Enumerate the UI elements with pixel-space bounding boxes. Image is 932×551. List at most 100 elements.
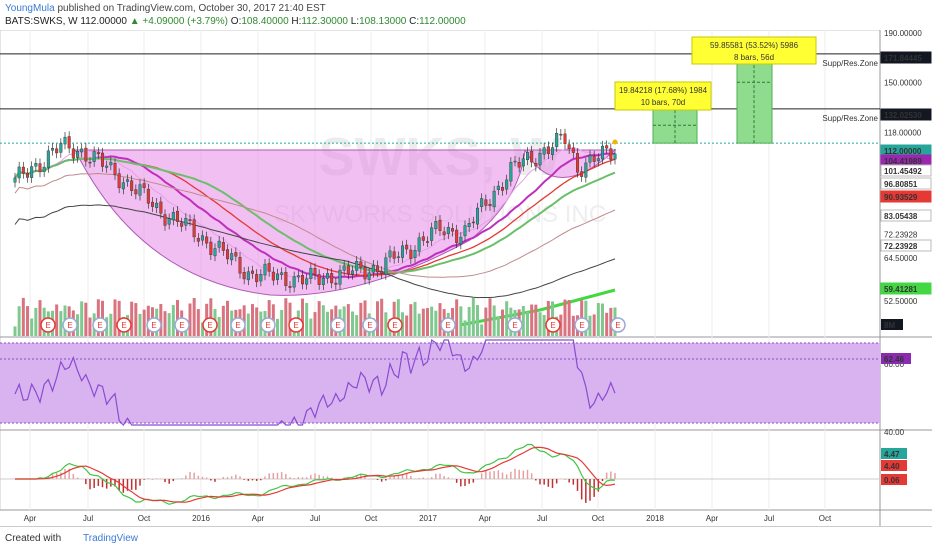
earnings-marker[interactable]: E [92,317,108,333]
created-with-label: Created with [5,533,62,544]
volume-bar [571,315,575,336]
volume-bar [355,315,359,336]
tradingview-brand[interactable]: TradingView [83,533,139,544]
measure-label: 59.85581 (53.52%) 5986 [710,41,799,50]
volume-bar [359,302,363,336]
earnings-marker[interactable]: E [440,317,456,333]
earnings-marker-letter: E [151,321,156,330]
candle-body [138,184,142,196]
candle-body [609,148,613,160]
volume-bar [55,304,59,336]
candle-body [21,166,25,174]
rsi-label-box [881,353,911,364]
volume-bar [530,304,534,336]
candle-body [301,275,305,285]
candle-body [100,152,104,167]
low-label: L: [350,16,360,27]
volume-bar [426,308,429,336]
earnings-marker-circle [116,317,132,333]
price-tick-label: 52.50000 [884,297,918,306]
candle-body [130,180,134,191]
volume-bar [117,300,121,336]
candle-body [242,272,246,280]
earnings-marker[interactable]: E [116,317,132,333]
rsi-tick-label: 60.00 [884,360,905,369]
earnings-marker[interactable]: E [362,317,378,333]
candle-body [530,150,534,163]
candle-body [351,270,355,275]
earnings-marker-circle [330,317,346,333]
earnings-marker[interactable]: E [288,317,304,333]
candle-body [171,212,175,221]
candle-body [367,272,371,280]
earnings-marker[interactable]: E [260,317,276,333]
candle-body [221,241,225,251]
volume-bar [251,304,254,336]
long-ma-line [459,288,616,327]
volume-bar [196,309,200,336]
open-label: O: [230,16,242,27]
volume-bar [59,311,63,336]
volume-bar [21,297,25,336]
price-label: 96.80851 [884,180,918,189]
volume-bar [171,305,175,336]
volume-bar [305,302,309,336]
candle-body [413,250,417,258]
price-label: 72.23928 [884,242,918,251]
chart-svg[interactable]: Apr Jul Oct 2016 Apr Jul Oct 2017 Apr Jul Oct 2018 A… [0,30,932,526]
author-link[interactable]: YoungMula [5,3,55,14]
volume-bar [351,311,354,336]
earnings-marker[interactable]: E [545,317,561,333]
x-tick-label: 2018 [646,514,664,523]
candle-body [430,227,434,241]
earnings-marker[interactable]: E [330,317,346,333]
candle-body [38,163,42,173]
earnings-marker-circle [387,317,403,333]
candle-body [121,182,125,190]
volume-bar [192,298,196,336]
volume-bar [567,300,571,336]
signal-dot [612,139,618,145]
earnings-marker[interactable]: E [610,317,626,333]
price-label-box [880,209,932,222]
volume-bar [521,305,525,336]
volume-bar [501,309,504,336]
candle-body [238,256,242,274]
candle-body [605,145,609,149]
earnings-marker[interactable]: E [230,317,246,333]
candle-body [476,207,480,225]
candle-body [13,177,17,183]
candle-body [105,165,109,168]
earnings-marker[interactable]: E [387,317,403,333]
earnings-marker[interactable]: E [202,317,218,333]
earnings-marker[interactable]: E [574,317,590,333]
earnings-marker[interactable]: E [40,317,56,333]
earnings-marker[interactable]: E [507,317,523,333]
volume-bar [88,317,92,336]
candle-body [46,150,50,168]
volume-bar [455,299,459,336]
macd-label-box [881,474,907,485]
candle-body [292,276,296,288]
volume-bar [34,307,38,336]
open-value: 108.40000 [241,16,289,27]
x-tick-label: Apr [252,514,265,523]
candle-body [555,133,559,147]
earnings-marker-circle [202,317,218,333]
candle-body [200,235,204,241]
volume-bar [559,314,563,336]
volume-bar [488,298,492,336]
candle-body [217,240,221,248]
candle-body [71,148,75,159]
price-label-box [880,164,932,177]
candle-body [113,162,117,175]
earnings-marker[interactable]: E [146,317,162,333]
candle-body [526,152,530,161]
volume-bar [80,301,84,336]
candle-body [496,185,500,191]
candle-body [463,225,467,237]
earnings-marker[interactable]: E [174,317,190,333]
candle-body [280,272,284,275]
earnings-marker[interactable]: E [62,317,78,333]
price-label-box [880,177,932,190]
